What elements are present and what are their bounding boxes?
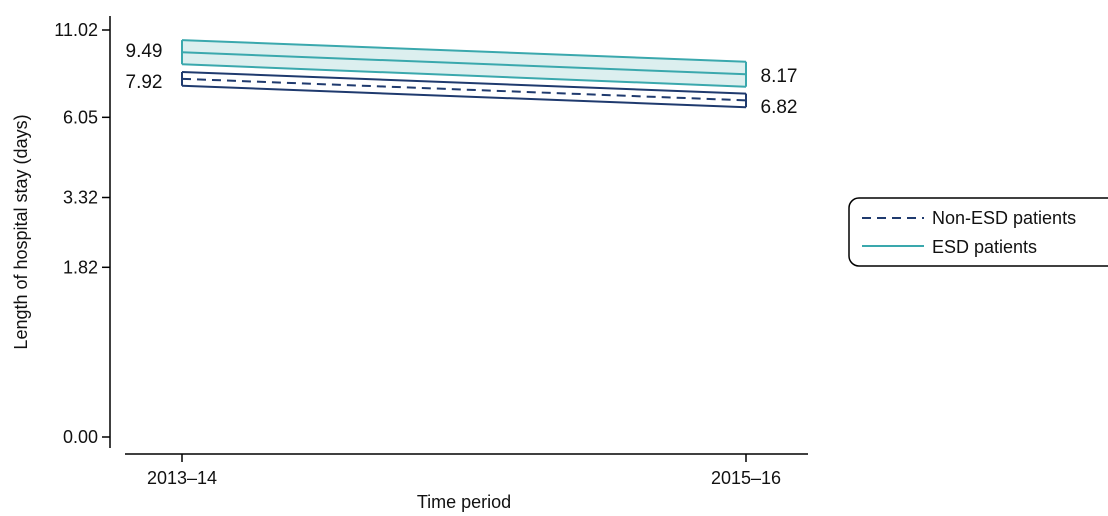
data-labels: 9.49 7.92 8.17 6.82: [126, 41, 798, 118]
x-tick-label: 2015–16: [711, 468, 781, 488]
data-label-nonesd-2015: 6.82: [761, 97, 798, 118]
non-esd-lower-bound-line: [181, 84, 747, 109]
non-esd-mean-line: [181, 77, 747, 102]
y-tick-label: 1.82: [63, 257, 98, 277]
data-label-esd-2015: 8.17: [761, 66, 798, 87]
legend-label-esd: ESD patients: [932, 237, 1037, 257]
y-tick-label: 0.00: [63, 427, 98, 447]
x-axis: 2013–14 2015–16: [125, 453, 808, 488]
esd-lower-bound-line: [181, 63, 747, 88]
data-label-esd-2013: 9.49: [126, 41, 163, 62]
non-esd-upper-bound-line: [181, 70, 747, 95]
plot-area: [181, 39, 747, 109]
x-tick-label: 2013–14: [147, 468, 217, 488]
esd-upper-bound-line: [181, 39, 747, 63]
legend-box: [848, 197, 1108, 267]
y-axis-title: Length of hospital stay (days): [11, 114, 31, 349]
y-tick-label: 3.32: [63, 187, 98, 207]
y-tick-label: 11.02: [54, 20, 98, 40]
legend: Non-ESD patients ESD patients: [848, 197, 1108, 267]
legend-label-non-esd: Non-ESD patients: [932, 208, 1076, 228]
y-axis: 0.00 1.82 3.32 6.05 11.02: [54, 16, 111, 448]
data-label-nonesd-2013: 7.92: [126, 72, 163, 93]
y-tick-label: 6.05: [63, 107, 98, 127]
esd-mean-line: [181, 51, 747, 76]
x-axis-title: Time period: [417, 492, 511, 512]
